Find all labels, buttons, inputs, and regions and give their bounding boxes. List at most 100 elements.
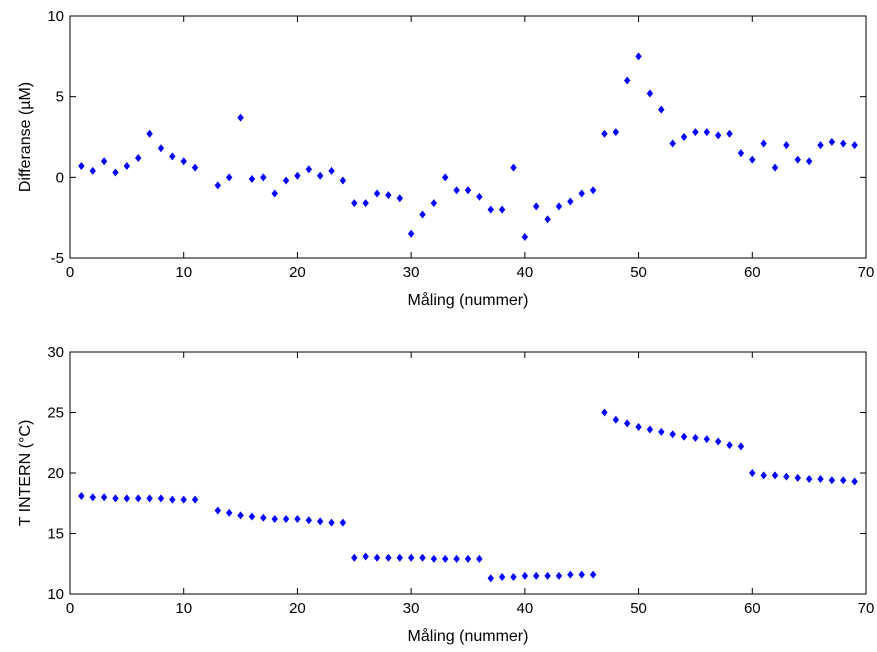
data-point bbox=[692, 433, 699, 442]
data-point bbox=[453, 554, 460, 563]
data-point bbox=[589, 186, 597, 195]
data-point bbox=[658, 427, 665, 436]
data-point bbox=[191, 163, 199, 172]
data-point bbox=[840, 476, 847, 485]
data-point bbox=[521, 571, 529, 580]
data-point bbox=[351, 199, 358, 208]
data-point bbox=[805, 157, 813, 166]
y-axis-label: Differanse (µM) bbox=[17, 82, 34, 192]
data-point bbox=[601, 129, 608, 138]
plot-differanse: Måling (nummer) Differanse (µM) 0 10 20 30 4… bbox=[17, 8, 874, 309]
data-point bbox=[180, 495, 187, 504]
data-point bbox=[396, 194, 403, 203]
data-point bbox=[567, 197, 574, 206]
data-point bbox=[237, 511, 244, 520]
data-point bbox=[419, 553, 426, 562]
data-point bbox=[135, 153, 142, 162]
data-point bbox=[851, 477, 858, 486]
y-tick-label: 20 bbox=[47, 465, 64, 482]
data-point bbox=[680, 133, 688, 141]
data-point bbox=[487, 205, 494, 214]
data-point bbox=[601, 408, 608, 417]
data-point bbox=[555, 571, 563, 580]
data-point bbox=[737, 442, 745, 451]
data-point bbox=[714, 131, 722, 140]
data-point bbox=[533, 571, 540, 580]
data-point bbox=[430, 554, 438, 563]
data-point bbox=[624, 76, 631, 85]
x-axis-label: Måling (nummer) bbox=[408, 627, 529, 645]
data-point bbox=[430, 199, 438, 208]
data-point bbox=[180, 157, 187, 166]
data-point bbox=[749, 155, 756, 164]
data-point bbox=[726, 441, 733, 450]
data-point bbox=[794, 155, 801, 164]
data-point bbox=[169, 495, 176, 504]
data-point bbox=[407, 229, 415, 238]
data-point bbox=[612, 415, 620, 424]
data-point bbox=[226, 173, 233, 182]
data-point bbox=[453, 186, 460, 195]
data-point bbox=[851, 141, 858, 150]
plot-frame bbox=[69, 15, 867, 259]
data-point bbox=[680, 432, 688, 441]
data-point bbox=[658, 105, 665, 114]
x-tick-label: 40 bbox=[517, 600, 534, 617]
data-point bbox=[510, 573, 517, 582]
data-point bbox=[260, 513, 267, 522]
data-point bbox=[316, 171, 324, 180]
x-tick-label: 50 bbox=[630, 264, 647, 281]
data-point bbox=[521, 233, 529, 242]
data-point bbox=[828, 137, 836, 146]
data-point bbox=[248, 512, 256, 521]
x-tick-label: 30 bbox=[403, 264, 420, 281]
data-point bbox=[282, 514, 290, 523]
data-point bbox=[544, 215, 551, 224]
data-point bbox=[373, 553, 381, 562]
data-point bbox=[157, 144, 165, 153]
data-point bbox=[123, 494, 131, 503]
data-point bbox=[191, 495, 199, 504]
data-point bbox=[339, 518, 347, 527]
data-point bbox=[112, 168, 119, 177]
data-point bbox=[339, 176, 347, 185]
y-tick-label: 5 bbox=[56, 89, 64, 106]
x-tick-label: 20 bbox=[289, 264, 306, 281]
data-point bbox=[100, 493, 108, 502]
data-point bbox=[89, 166, 96, 175]
data-point bbox=[817, 141, 824, 150]
data-point bbox=[294, 514, 301, 523]
data-point bbox=[169, 152, 176, 161]
data-point bbox=[89, 493, 96, 502]
data-point bbox=[100, 157, 108, 166]
data-point bbox=[703, 128, 710, 137]
data-point bbox=[646, 425, 654, 434]
data-point bbox=[555, 202, 563, 211]
data-point bbox=[78, 491, 85, 500]
data-point bbox=[146, 494, 153, 503]
data-point bbox=[703, 435, 710, 444]
data-point bbox=[385, 553, 392, 562]
data-point bbox=[271, 514, 278, 523]
data-point bbox=[498, 573, 506, 582]
data-point bbox=[737, 149, 745, 158]
data-point bbox=[328, 166, 335, 175]
y-tick-label: 10 bbox=[47, 586, 64, 603]
data-point bbox=[760, 139, 767, 148]
data-point bbox=[817, 475, 824, 484]
data-point bbox=[510, 163, 517, 172]
data-point bbox=[567, 570, 574, 579]
data-point bbox=[407, 553, 415, 562]
data-point bbox=[783, 472, 790, 481]
data-point bbox=[794, 473, 801, 482]
data-point bbox=[771, 471, 779, 480]
data-point bbox=[760, 471, 767, 480]
data-point bbox=[135, 494, 142, 503]
data-point bbox=[237, 113, 244, 122]
y-tick-label: 30 bbox=[47, 344, 64, 361]
data-point bbox=[442, 554, 449, 563]
x-tick-label: 60 bbox=[744, 600, 761, 617]
data-point bbox=[498, 205, 506, 214]
plot-t-intern: Måling (nummer) T INTERN (°C) 0 10 20 30 40 5… bbox=[17, 344, 874, 645]
